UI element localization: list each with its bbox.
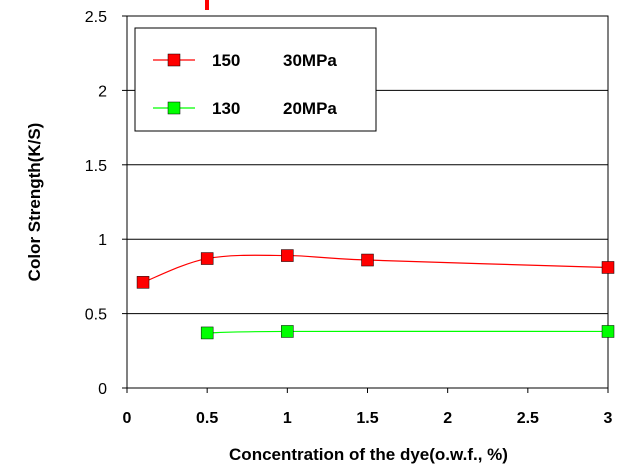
- y-tick-label: 1: [98, 232, 107, 249]
- legend-marker: [167, 53, 181, 67]
- x-tick-label: 2.5: [517, 410, 539, 427]
- series-layer: [136, 249, 615, 340]
- x-axis-ticks: 0 0.5 1 1.5 2 2.5 3: [123, 388, 613, 427]
- legend-label-pressure: 20MPa: [283, 99, 337, 118]
- y-axis-title: Color Strength(K/S): [25, 123, 44, 282]
- y-tick-label: 0.5: [85, 307, 107, 324]
- series-0: [136, 249, 615, 289]
- series-line: [207, 330, 609, 334]
- series-line: [142, 254, 609, 283]
- y-tick-label: 0: [98, 381, 107, 398]
- legend: 150 30MPa 130 20MPa: [134, 27, 377, 132]
- red-mark-artifact: [205, 0, 209, 10]
- legend-label-pressure: 30MPa: [283, 51, 337, 70]
- y-axis-ticks: 0 0.5 1 1.5 2 2.5: [85, 9, 127, 398]
- data-point-marker: [281, 249, 294, 262]
- data-point-marker: [200, 252, 214, 265]
- x-axis-title: Concentration of the dye(o.w.f., %): [229, 445, 508, 464]
- y-tick-label: 2.5: [85, 9, 107, 26]
- x-tick-label: 3: [604, 410, 613, 427]
- x-tick-label: 1: [283, 410, 292, 427]
- data-point-marker: [200, 326, 214, 340]
- x-tick-label: 2: [443, 410, 452, 427]
- legend-label-temp: 150: [212, 51, 240, 70]
- data-point-marker: [281, 325, 294, 338]
- legend-entry: 130 20MPa: [153, 99, 337, 118]
- legend-label-temp: 130: [212, 99, 240, 118]
- legend-box: [134, 27, 377, 132]
- data-point-marker: [361, 253, 374, 267]
- legend-entry: 150 30MPa: [153, 51, 337, 70]
- series-1: [200, 325, 615, 340]
- legend-marker: [167, 101, 181, 115]
- x-tick-label: 0: [123, 410, 132, 427]
- x-tick-label: 0.5: [196, 410, 218, 427]
- y-tick-label: 2: [98, 83, 107, 100]
- y-tick-label: 1.5: [85, 158, 107, 175]
- x-tick-label: 1.5: [356, 410, 378, 427]
- data-point-marker: [601, 325, 615, 338]
- data-point-marker: [601, 261, 615, 274]
- data-point-marker: [136, 276, 150, 289]
